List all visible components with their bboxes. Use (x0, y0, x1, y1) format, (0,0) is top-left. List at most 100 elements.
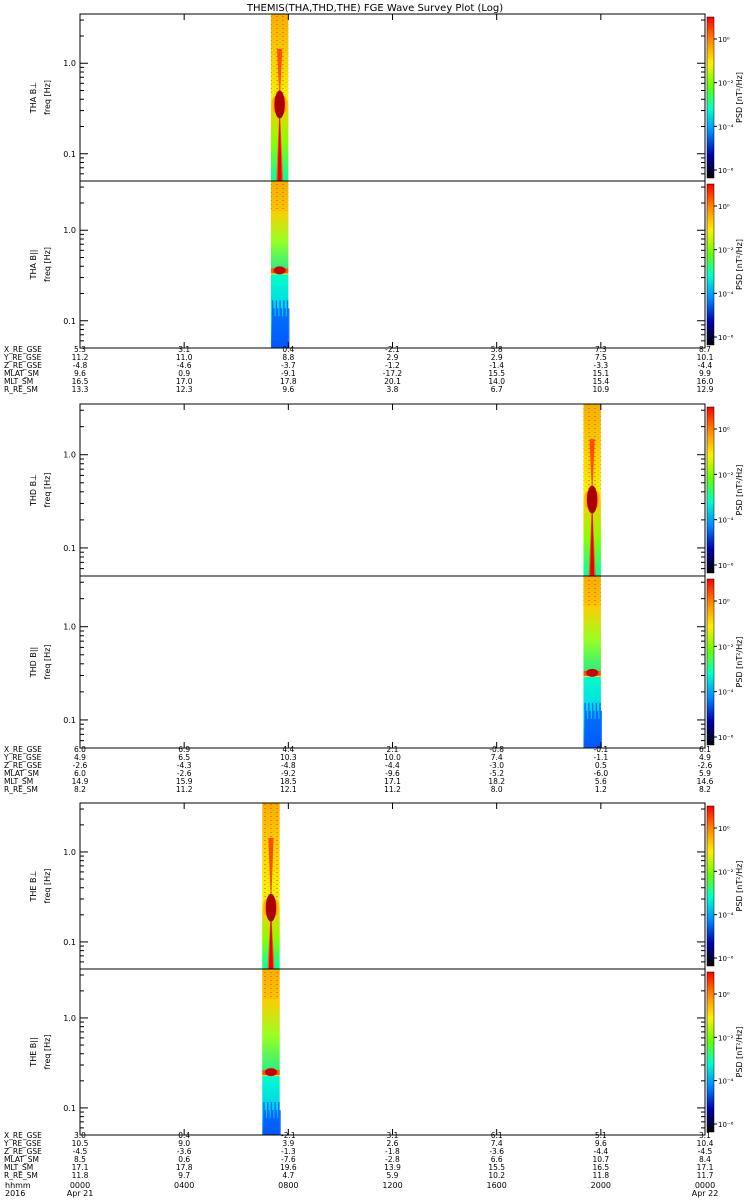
wave-peak-center (586, 485, 598, 514)
time-tick-label: 1200 (382, 1181, 402, 1190)
y-tick-label: 1.0 (63, 59, 76, 68)
spectrogram-streak (275, 1110, 278, 1135)
y-tick-label: 1.0 (63, 1014, 76, 1023)
date-label-start: Apr 21 (67, 1189, 94, 1198)
colorbar-scale (706, 971, 715, 1133)
ephemeris-value: 3.1 (387, 1131, 399, 1140)
spectrogram-streak (280, 308, 283, 348)
ephemeris-label: MLT_SM (4, 1163, 33, 1172)
time-tick-label: 1600 (486, 1181, 506, 1190)
colorbar-label: PSD [nT²/Hz] (735, 239, 744, 290)
colorbar-tick-label: 10⁰ (718, 825, 730, 833)
spectrogram-streak (265, 1118, 268, 1135)
ephemeris-label: Z_RE_GSE (4, 361, 42, 370)
ephemeris-value: -0.1 (594, 745, 609, 754)
year-label: 2016 (5, 1189, 25, 1198)
spectrogram-streak (600, 710, 602, 748)
ephemeris-value: 9.9 (699, 369, 711, 378)
ephemeris-value: 17.1 (697, 1163, 714, 1172)
spectrogram-streak (595, 702, 598, 748)
colorbar-label: PSD [nT²/Hz] (735, 465, 744, 516)
ephemeris-value: -1.8 (385, 1147, 400, 1156)
ephemeris-value: 0.4 (282, 345, 294, 354)
ephemeris-value: -0.8 (489, 745, 504, 754)
ephemeris-value: 7.4 (491, 753, 503, 762)
colorbar-tick-label: 10⁻⁴ (718, 123, 734, 131)
spectrogram-streak (278, 1102, 280, 1135)
spectrogram-streak (284, 308, 286, 348)
ephemeris-value: 14.6 (697, 777, 714, 786)
ephemeris-label: Z_RE_GSE (4, 1147, 42, 1156)
time-tick-label: 2000 (591, 1181, 611, 1190)
spectrogram-streak (276, 1118, 279, 1135)
spectrogram-upper-core (268, 838, 274, 908)
ephemeris-value: 10.0 (384, 753, 401, 762)
panel-ylabel: THE B|| (29, 1037, 38, 1067)
ephemeris-value: 6.9 (178, 745, 190, 754)
freq-label: freq [Hz] (43, 247, 52, 282)
ephemeris-value: -4.6 (177, 361, 192, 370)
ephemeris-label: MLAT_SM (4, 1155, 39, 1164)
ephemeris-value: 15.5 (488, 369, 505, 378)
y-tick-label: 0.1 (63, 317, 76, 326)
ephemeris-value: 10.7 (592, 1155, 609, 1164)
ephemeris-value: 11.8 (592, 1171, 609, 1180)
ephemeris-value: 5.3 (74, 345, 86, 354)
colorbar-label: PSD [nT²/Hz] (735, 1027, 744, 1078)
ephemeris-value: 15.4 (592, 377, 609, 386)
ephemeris-label: Y_RE_GSE (3, 1139, 42, 1148)
spectrogram-streak (271, 1110, 274, 1135)
ephemeris-value: 6.0 (74, 769, 86, 778)
ephemeris-value: 5.9 (699, 769, 711, 778)
y-tick-label: 1.0 (63, 848, 76, 857)
ephemeris-label: MLAT_SM (4, 369, 39, 378)
y-tick-label: 0.1 (63, 1104, 76, 1113)
spectrogram-streak (274, 1102, 276, 1135)
spectrogram-middle (583, 606, 601, 673)
ephemeris-value: 7.4 (491, 1139, 503, 1148)
ephemeris-value: 8.5 (74, 1155, 86, 1164)
ephemeris-value: 5.6 (595, 777, 607, 786)
spectrogram-streak (586, 718, 589, 748)
spectrogram-streak (276, 308, 279, 348)
ephemeris-value: -4.8 (73, 361, 88, 370)
colorbar-tick-label: 10⁰ (718, 426, 730, 434)
spectrogram-streak (263, 1102, 265, 1135)
ephemeris-value: -3.0 (489, 761, 504, 770)
freq-label: freq [Hz] (43, 473, 52, 508)
ephemeris-value: 9.7 (178, 1171, 190, 1180)
ephemeris-value: 2.1 (387, 745, 399, 754)
ephemeris-value: -2.6 (73, 761, 88, 770)
spectrogram-streak (279, 300, 281, 348)
ephemeris-label: Y_RE_GSE (3, 753, 42, 762)
ephemeris-value: 2.6 (387, 1139, 399, 1148)
freq-label: freq [Hz] (43, 869, 52, 904)
ephemeris-value: 2.9 (491, 353, 503, 362)
spectrogram-core-inner (277, 104, 282, 181)
ephemeris-value: 15.1 (592, 369, 609, 378)
ephemeris-value: 16.5 (592, 1163, 609, 1172)
colorbar-tick-label: 10⁻⁶ (718, 734, 734, 742)
spectrogram-streak (264, 1110, 266, 1135)
colorbar-tick-label: 10⁻⁴ (718, 290, 734, 298)
ephemeris-value: 12.3 (176, 385, 193, 394)
colorbar-tick-label: 10⁻⁴ (718, 1078, 734, 1086)
ephemeris-value: 6.0 (74, 745, 86, 754)
ephemeris-value: -2.1 (281, 1131, 296, 1140)
y-tick-label: 1.0 (63, 451, 76, 460)
probe-group-the: 1.0 0.1 THE B⊥ freq [Hz] 10⁰ 10⁻² 10⁻⁴ 10⁻⁶ PSD … (3, 802, 744, 1180)
colorbar-tick-label: 10⁻² (718, 643, 734, 651)
ephemeris-label: R_RE_SM (4, 785, 38, 794)
ephemeris-value: 6.5 (178, 753, 190, 762)
spectrogram-streak (591, 702, 594, 748)
ephemeris-value: -9.6 (385, 769, 400, 778)
spectrogram-upper-core (589, 439, 595, 500)
panel-ylabel: THA B|| (29, 250, 38, 281)
spectrogram-streak (273, 1118, 275, 1135)
ephemeris-value: 9.6 (74, 369, 86, 378)
ephemeris-value: 0.6 (178, 1155, 190, 1164)
spectrogram-core-inner (590, 499, 595, 576)
ephemeris-value: -4.3 (177, 761, 192, 770)
ephemeris-value: -6.0 (594, 769, 609, 778)
panel-ylabel: THA B⊥ (29, 82, 38, 114)
